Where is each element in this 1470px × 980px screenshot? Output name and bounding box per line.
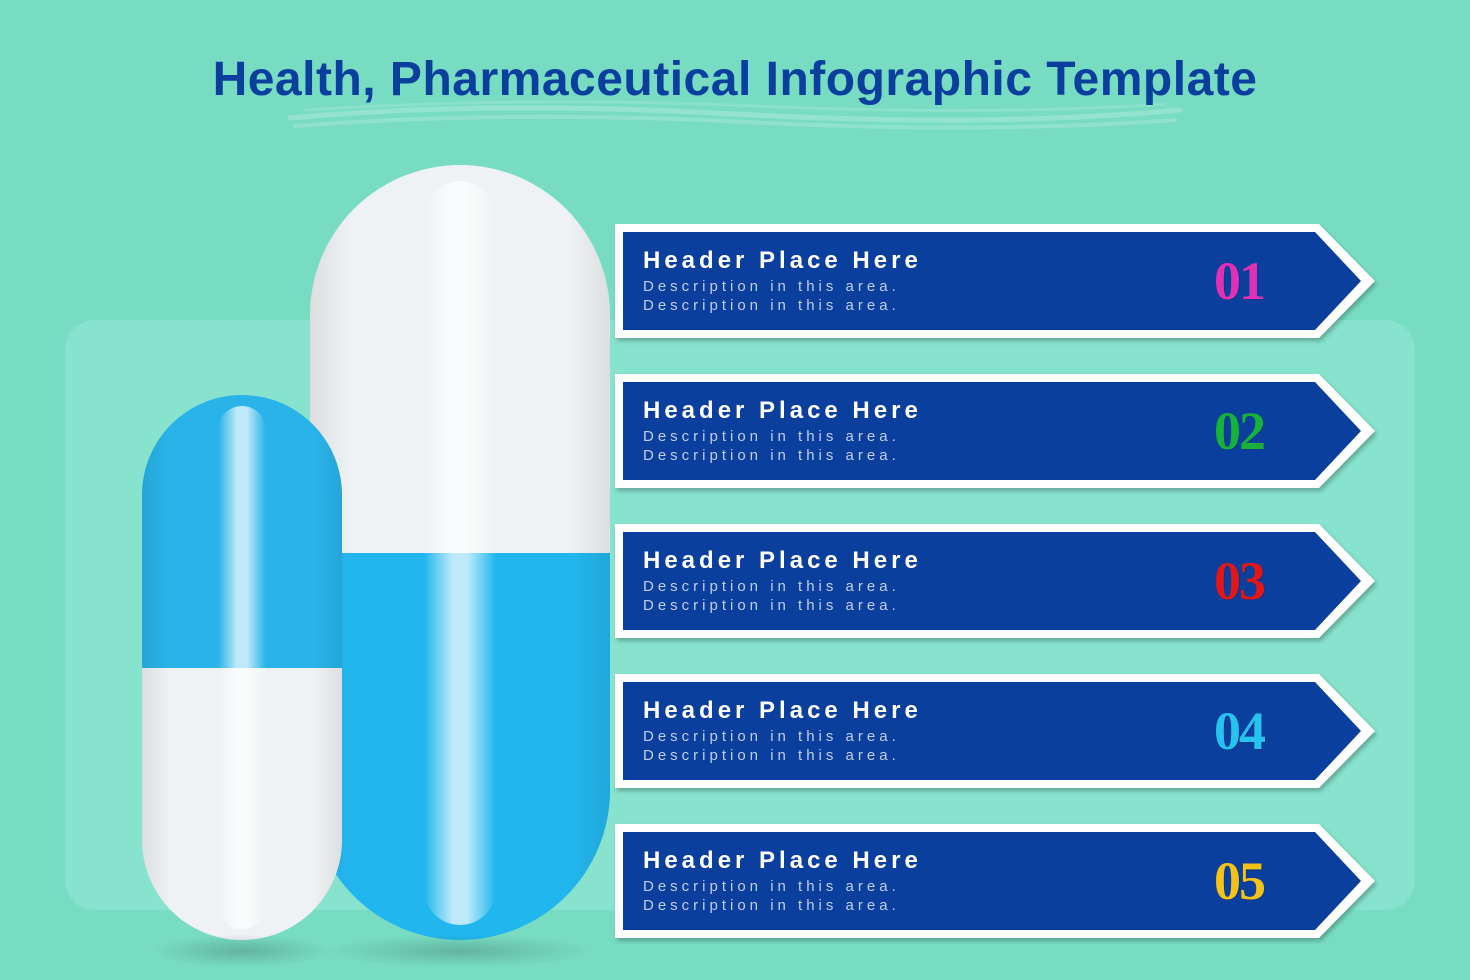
arrow-header: Header Place Here	[643, 547, 1245, 575]
page-title: Health, Pharmaceutical Infographic Templ…	[0, 52, 1470, 107]
arrow-item-3: Header Place Here Description in this ar…	[615, 524, 1375, 638]
arrow-desc-1: Description in this area.	[643, 728, 1245, 747]
arrow-item-2: Header Place Here Description in this ar…	[615, 374, 1375, 488]
arrow-items-list: Header Place Here Description in this ar…	[615, 224, 1375, 974]
capsule-large-bottom	[310, 553, 610, 941]
arrow-content: Header Place Here Description in this ar…	[643, 382, 1245, 480]
arrow-desc-2: Description in this area.	[643, 897, 1245, 916]
arrow-number: 05	[1189, 824, 1289, 938]
arrow-header: Header Place Here	[643, 697, 1245, 725]
arrow-desc-2: Description in this area.	[643, 297, 1245, 316]
arrow-content: Header Place Here Description in this ar…	[643, 532, 1245, 630]
pills-illustration	[140, 165, 660, 955]
arrow-header: Header Place Here	[643, 247, 1245, 275]
capsule-small-bottom	[142, 668, 342, 941]
arrow-item-1: Header Place Here Description in this ar…	[615, 224, 1375, 338]
arrow-number: 02	[1189, 374, 1289, 488]
arrow-desc-2: Description in this area.	[643, 597, 1245, 616]
capsule-small	[142, 395, 342, 940]
capsule-small-top	[142, 395, 342, 668]
arrow-header: Header Place Here	[643, 847, 1245, 875]
arrow-number: 04	[1189, 674, 1289, 788]
arrow-desc-1: Description in this area.	[643, 578, 1245, 597]
arrow-desc-2: Description in this area.	[643, 747, 1245, 766]
arrow-item-5: Header Place Here Description in this ar…	[615, 824, 1375, 938]
arrow-header: Header Place Here	[643, 397, 1245, 425]
capsule-large-top	[310, 165, 610, 553]
arrow-content: Header Place Here Description in this ar…	[643, 682, 1245, 780]
arrow-desc-2: Description in this area.	[643, 447, 1245, 466]
capsule-large	[310, 165, 610, 940]
arrow-number: 03	[1189, 524, 1289, 638]
arrow-desc-1: Description in this area.	[643, 428, 1245, 447]
arrow-desc-1: Description in this area.	[643, 878, 1245, 897]
arrow-number: 01	[1189, 224, 1289, 338]
arrow-item-4: Header Place Here Description in this ar…	[615, 674, 1375, 788]
arrow-content: Header Place Here Description in this ar…	[643, 832, 1245, 930]
arrow-desc-1: Description in this area.	[643, 278, 1245, 297]
arrow-content: Header Place Here Description in this ar…	[643, 232, 1245, 330]
